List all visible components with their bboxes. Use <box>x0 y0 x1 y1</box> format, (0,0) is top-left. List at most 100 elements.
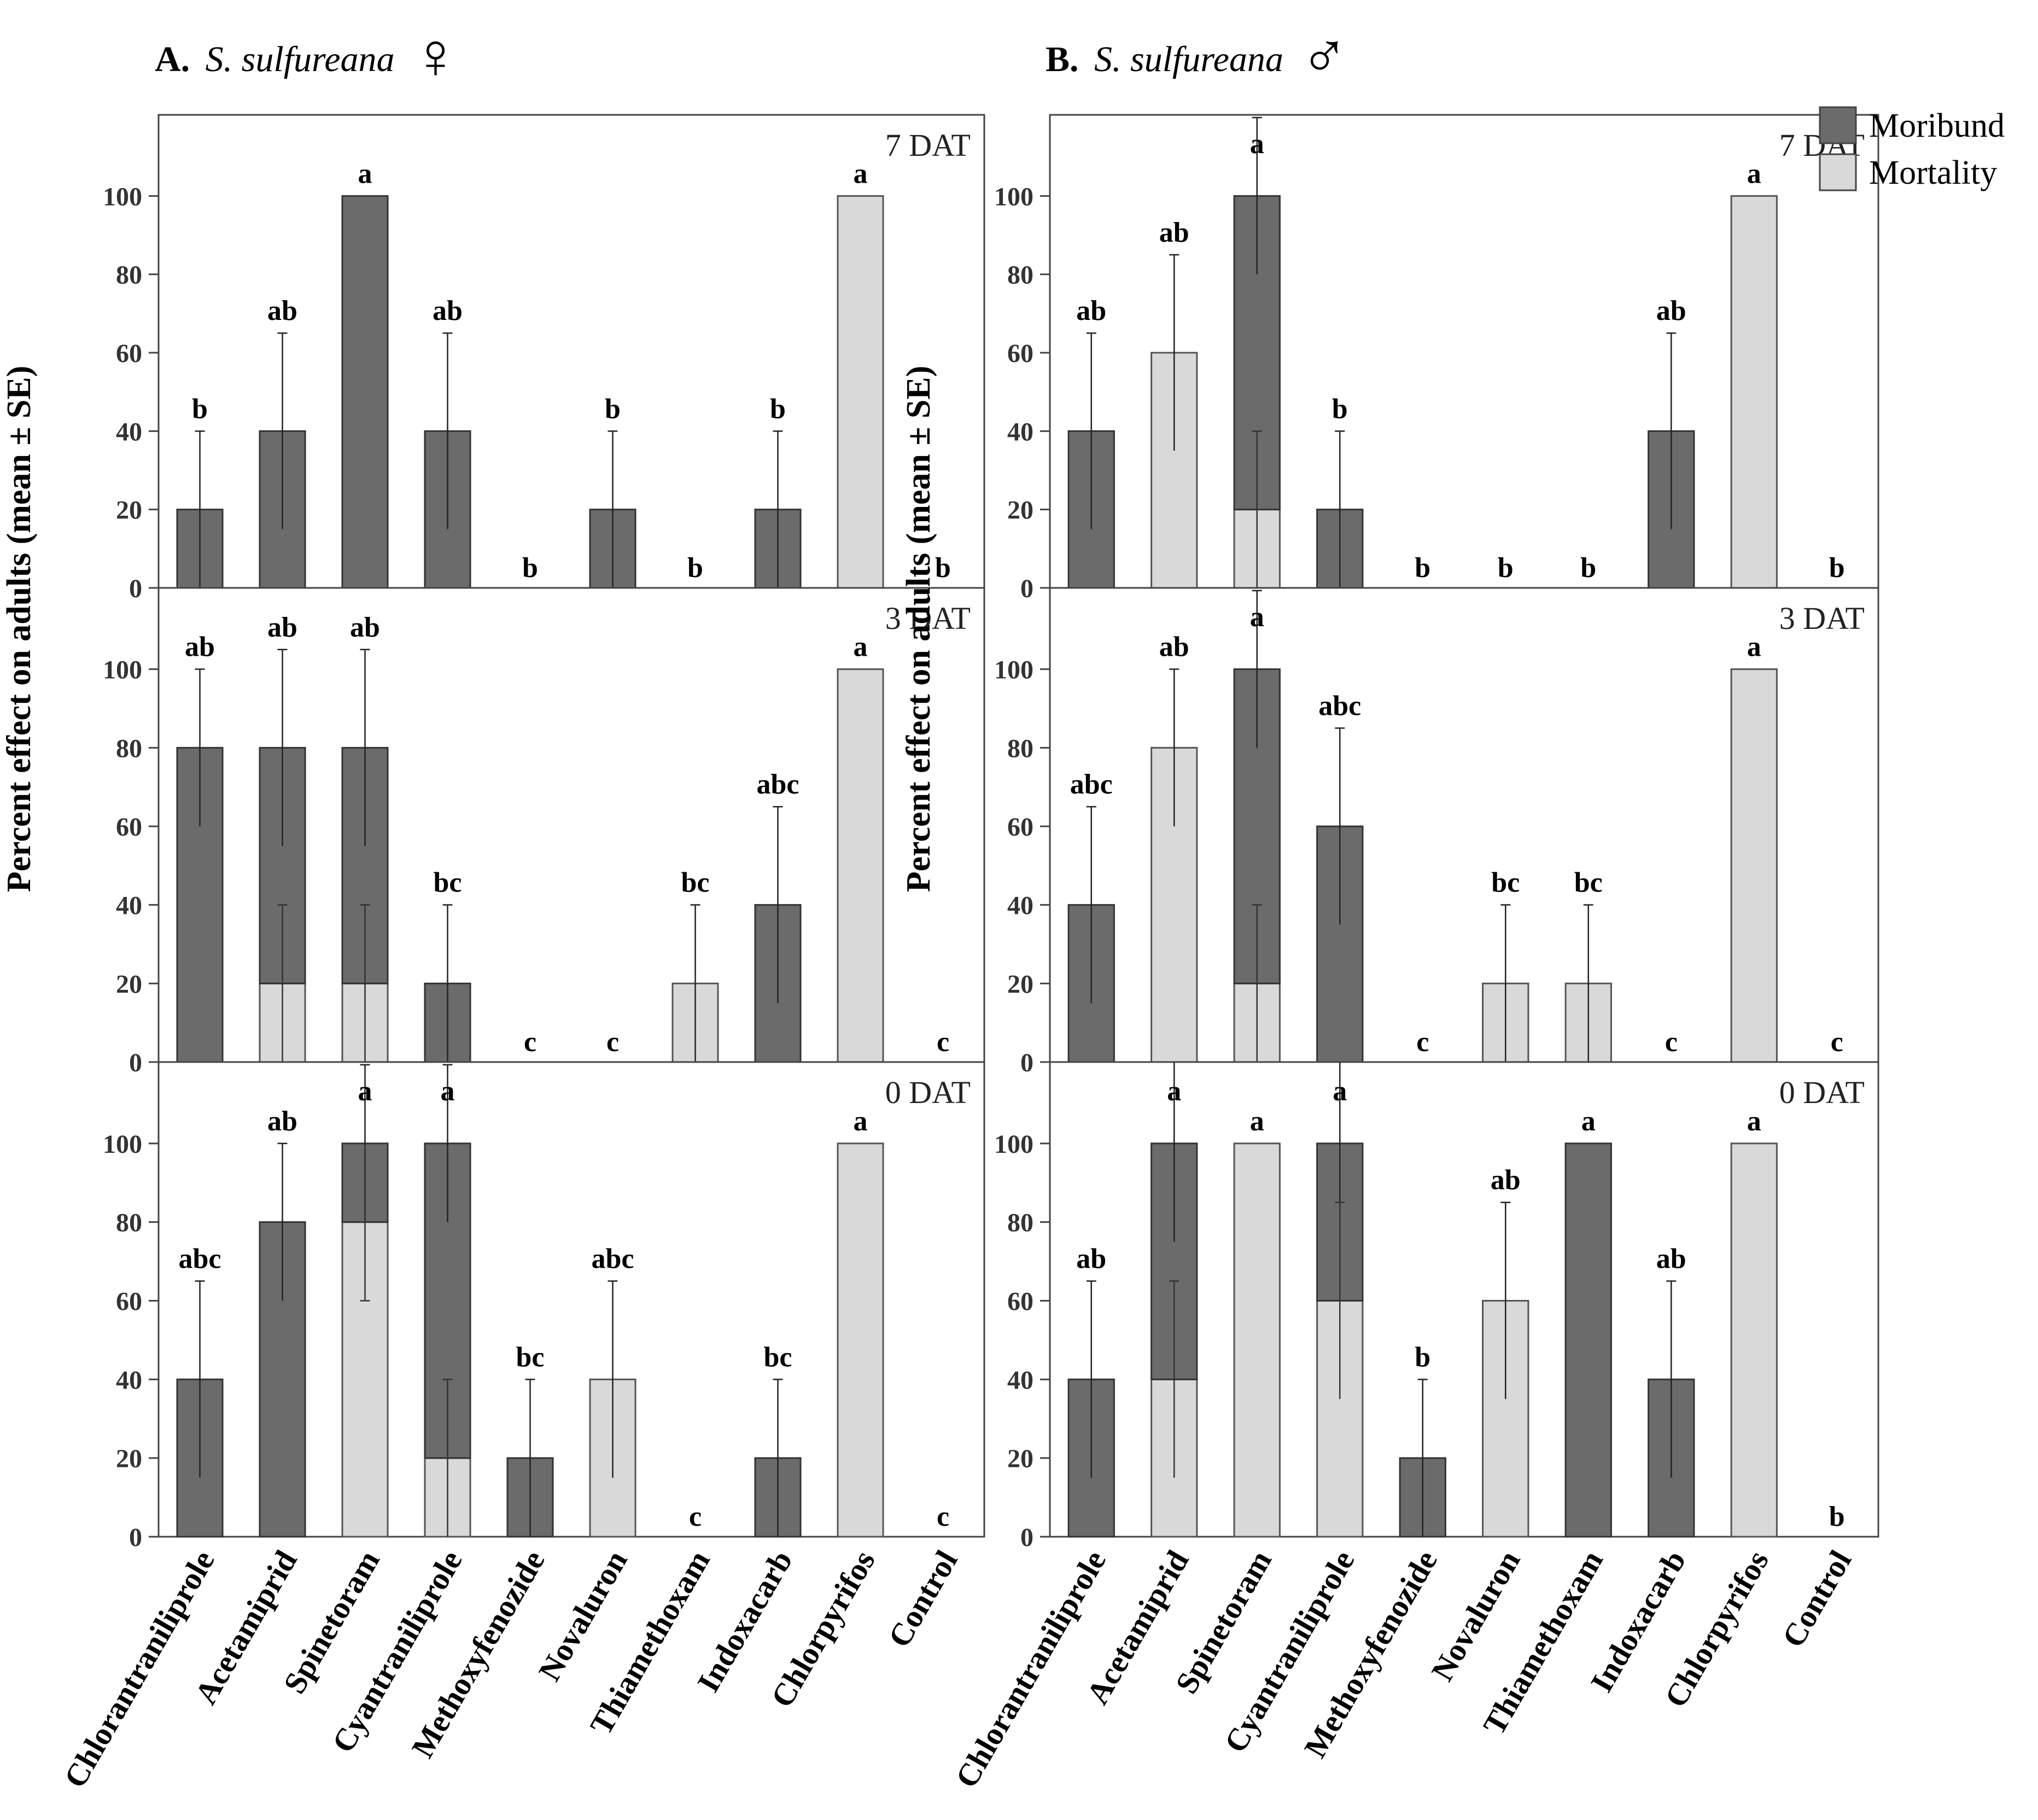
y-tick-label: 0 <box>1020 1048 1033 1077</box>
legend-swatch-moribund <box>1819 106 1857 144</box>
significance-letter-spinetoram: a <box>1250 602 1264 633</box>
significance-letter-chlorantraniliprole: abc <box>1070 769 1113 800</box>
y-tick-label: 20 <box>116 496 142 525</box>
significance-letter-chlorantraniliprole: ab <box>1076 295 1106 326</box>
significance-letter-cyantraniliprole: abc <box>1318 690 1361 721</box>
significance-letter-spinetoram: a <box>1250 129 1264 160</box>
significance-letter-methoxyfenozide: c <box>524 1026 536 1058</box>
significance-letter-thiamethoxam: b <box>687 552 703 584</box>
significance-letter-spinetoram: a <box>358 1076 372 1107</box>
significance-letter-acetamiprid: ab <box>267 1106 297 1137</box>
legend-label-mortality: Mortality <box>1869 154 1997 191</box>
subplot-3-dat: 0 20 40 60 80 100 3 DAT ab ab ab bc c c bc abc a c <box>103 587 985 1077</box>
significance-letter-novaluron: c <box>606 1026 619 1058</box>
y-tick-label: 100 <box>994 1130 1033 1159</box>
plot-frame <box>157 1061 985 1538</box>
significance-letter-novaluron: ab <box>1491 1165 1521 1196</box>
significance-letter-chlorantraniliprole: ab <box>185 632 215 663</box>
significance-letter-indoxacarb: ab <box>1656 295 1686 326</box>
significance-letter-thiamethoxam: a <box>1581 1106 1596 1137</box>
significance-letter-control: b <box>1829 552 1845 584</box>
bar-mortality-chlorpyrifos <box>837 668 884 1063</box>
significance-letter-novaluron: b <box>605 393 621 424</box>
significance-letter-cyantraniliprole: bc <box>434 867 462 899</box>
y-tick-label: 20 <box>116 1444 142 1473</box>
significance-letter-thiamethoxam: bc <box>1574 867 1603 899</box>
y-tick-label: 80 <box>1007 261 1033 290</box>
y-tick-label: 100 <box>994 656 1033 685</box>
male-symbol: ♂ <box>1300 20 1348 92</box>
y-tick-label: 0 <box>1020 574 1033 603</box>
time-point-label: 7 DAT <box>885 127 971 163</box>
significance-letter-acetamiprid: a <box>1167 1076 1181 1107</box>
significance-letter-cyantraniliprole: a <box>1333 1076 1347 1107</box>
significance-letter-methoxyfenozide: b <box>522 552 538 584</box>
significance-letter-indoxacarb: b <box>770 393 786 424</box>
bar-moribund-thiamethoxam <box>1564 1142 1612 1538</box>
significance-letter-novaluron: bc <box>1491 867 1520 899</box>
y-tick-label: 40 <box>116 417 142 446</box>
significance-letter-indoxacarb: bc <box>764 1341 792 1373</box>
significance-letter-methoxyfenozide: bc <box>516 1341 545 1373</box>
y-tick-label: 80 <box>1007 1209 1033 1238</box>
time-point-label: 0 DAT <box>1779 1075 1865 1110</box>
legend: Moribund Mortality <box>1819 106 2005 191</box>
y-tick-label: 20 <box>1007 496 1033 525</box>
y-tick-label: 100 <box>103 1130 142 1159</box>
significance-letter-spinetoram: a <box>1250 1106 1264 1137</box>
y-tick-label: 40 <box>116 891 142 920</box>
significance-letter-spinetoram: ab <box>350 612 380 643</box>
significance-letter-acetamiprid: ab <box>1159 632 1189 663</box>
significance-letter-chlorpyrifos: a <box>1747 158 1761 189</box>
y-tick-label: 60 <box>116 813 142 842</box>
y-tick-label: 60 <box>116 339 142 368</box>
y-tick-label: 0 <box>1020 1523 1033 1552</box>
significance-letter-methoxyfenozide: b <box>1415 1341 1430 1373</box>
significance-letter-thiamethoxam: b <box>1580 552 1596 584</box>
y-tick-label: 40 <box>1007 417 1033 446</box>
significance-letter-chlorpyrifos: a <box>854 632 868 663</box>
y-tick-label: 0 <box>129 1523 142 1552</box>
significance-letter-indoxacarb: abc <box>757 769 799 800</box>
panel-b-title: B. S. sulfureana ♂ <box>1046 20 1348 92</box>
panel-a-title: A. S. sulfureana ♀ <box>155 20 460 92</box>
plot-frame <box>1049 1061 1879 1538</box>
significance-letter-acetamiprid: ab <box>1159 217 1189 248</box>
y-tick-label: 80 <box>116 734 142 763</box>
bar-mortality-chlorpyrifos <box>1730 1142 1778 1538</box>
y-tick-label: 40 <box>116 1366 142 1395</box>
panel-b: B. S. sulfureana ♂ Percent effect on adu… <box>900 20 1879 1794</box>
significance-letter-spinetoram: a <box>358 158 372 189</box>
bar-mortality-chlorpyrifos <box>837 195 884 589</box>
time-point-label: 0 DAT <box>885 1075 971 1110</box>
y-tick-label: 60 <box>116 1287 142 1316</box>
significance-letter-cyantraniliprole: a <box>441 1076 455 1107</box>
bar-moribund-spinetoram <box>341 195 389 589</box>
panel-a-species: S. sulfureana <box>206 39 395 79</box>
significance-letter-control: c <box>1831 1026 1843 1058</box>
y-tick-label: 80 <box>116 261 142 290</box>
panel-a-letter: A. <box>155 39 190 79</box>
significance-letter-control: c <box>937 1501 949 1532</box>
y-tick-label: 20 <box>1007 970 1033 999</box>
significance-letter-indoxacarb: c <box>1665 1026 1678 1058</box>
time-point-label: 3 DAT <box>1779 600 1865 636</box>
y-tick-label: 60 <box>1007 339 1033 368</box>
panel-b-species: S. sulfureana <box>1094 39 1283 79</box>
bar-mortality-chlorpyrifos <box>837 1142 884 1538</box>
female-symbol: ♀ <box>411 20 460 92</box>
significance-letter-cyantraniliprole: ab <box>433 295 463 326</box>
y-tick-label: 60 <box>1007 1287 1033 1316</box>
significance-letter-novaluron: abc <box>592 1244 634 1275</box>
significance-letter-chlorpyrifos: a <box>1747 1106 1761 1137</box>
y-tick-label: 0 <box>129 1048 142 1077</box>
bar-mortality-spinetoram <box>1233 1142 1281 1538</box>
legend-label-moribund: Moribund <box>1869 107 2005 144</box>
subplot-3-dat: 0 20 40 60 80 100 3 DAT abc ab a abc c bc bc c a c <box>994 587 1879 1077</box>
y-axis-label: Percent effect on adults (mean ± SE) <box>1 366 38 892</box>
significance-letter-control: b <box>935 552 951 584</box>
